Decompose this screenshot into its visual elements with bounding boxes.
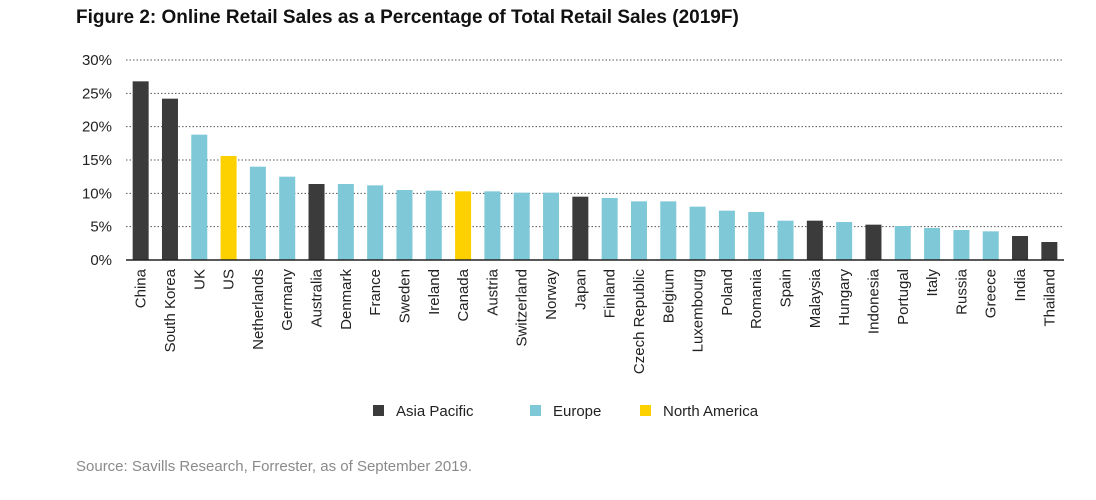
- y-tick-label: 15%: [82, 152, 112, 169]
- bar-uk: [191, 134, 208, 260]
- y-tick-label: 20%: [82, 119, 112, 136]
- x-tick-label: Belgium: [660, 269, 677, 323]
- x-tick-label: Luxembourg: [690, 269, 707, 352]
- y-tick-label: 0%: [90, 252, 112, 269]
- bar-netherlands: [249, 166, 266, 260]
- legend-label-asia-pacific: Asia Pacific: [396, 403, 474, 420]
- x-tick-label: Poland: [719, 269, 736, 316]
- x-tick-label: Canada: [455, 268, 472, 321]
- bar-australia: [308, 184, 325, 260]
- x-tick-label: South Korea: [162, 268, 179, 352]
- bar-greece: [982, 231, 999, 260]
- legend-label-north-america: North America: [663, 403, 759, 420]
- bar-canada: [455, 191, 472, 260]
- bar-germany: [279, 176, 296, 260]
- chart-title: Figure 2: Online Retail Sales as a Perce…: [76, 7, 739, 28]
- x-tick-label: Netherlands: [250, 269, 267, 350]
- x-tick-label: France: [367, 269, 384, 316]
- legend-swatch-asia-pacific: [373, 405, 384, 416]
- legend-swatch-north-america: [640, 405, 651, 416]
- x-tick-label: UK: [191, 269, 208, 290]
- bar-belgium: [660, 201, 677, 260]
- x-tick-label: Indonesia: [865, 268, 882, 334]
- x-tick-label: Ireland: [426, 269, 443, 315]
- bar-luxembourg: [689, 206, 706, 260]
- y-axis-tick-labels: 0% 5% 10% 15% 20% 25% 30%: [82, 52, 112, 269]
- bar-sweden: [396, 190, 413, 260]
- x-tick-label: Portugal: [895, 269, 912, 325]
- x-tick-label: Sweden: [396, 269, 413, 323]
- x-tick-label: China: [133, 268, 150, 308]
- x-tick-label: Italy: [924, 269, 941, 297]
- x-tick-label: Switzerland: [514, 269, 531, 347]
- bar-finland: [601, 198, 618, 260]
- bar-ireland: [425, 190, 442, 260]
- x-tick-label: Japan: [572, 269, 589, 310]
- x-tick-label: India: [1012, 268, 1029, 301]
- bar-switzerland: [513, 192, 530, 260]
- x-tick-label: Germany: [279, 269, 296, 331]
- bar-japan: [572, 196, 589, 260]
- y-tick-label: 10%: [82, 185, 112, 202]
- bar-romania: [748, 212, 765, 260]
- bar-poland: [718, 210, 735, 260]
- bars: [132, 81, 1058, 261]
- x-axis-tick-labels: China South Korea UK US Netherlands Germany Au…: [133, 268, 1059, 374]
- x-tick-label: Norway: [543, 269, 560, 320]
- x-tick-label: Greece: [983, 269, 1000, 318]
- x-tick-label: Malaysia: [807, 268, 824, 328]
- bar-india: [1012, 236, 1029, 260]
- bar-austria: [484, 191, 501, 260]
- x-tick-label: Hungary: [836, 269, 853, 326]
- bar-thailand: [1041, 242, 1058, 260]
- legend-swatch-europe: [530, 405, 541, 416]
- bar-spain: [777, 220, 794, 260]
- bar-denmark: [337, 184, 354, 260]
- bar-chart: 0% 5% 10% 15% 20% 25% 30% China South Korea UK US…: [82, 52, 1064, 420]
- x-tick-label: Czech Republic: [631, 269, 648, 375]
- bar-france: [367, 185, 384, 260]
- bar-malaysia: [806, 220, 823, 260]
- y-tick-label: 5%: [90, 219, 112, 236]
- x-tick-label: Romania: [748, 268, 765, 329]
- bar-indonesia: [865, 224, 882, 260]
- source-note: Source: Savills Research, Forrester, as …: [76, 458, 473, 475]
- y-tick-label: 25%: [82, 85, 112, 102]
- x-tick-label: Finland: [602, 269, 619, 318]
- x-tick-label: Austria: [484, 268, 501, 315]
- y-tick-label: 30%: [82, 52, 112, 69]
- bar-portugal: [894, 226, 911, 260]
- bar-china: [132, 81, 149, 260]
- legend: Asia Pacific Europe North America: [373, 403, 759, 420]
- x-tick-label: Denmark: [338, 269, 355, 330]
- bar-south-korea: [161, 98, 178, 261]
- bar-us: [220, 156, 237, 260]
- x-tick-label: US: [221, 269, 238, 290]
- bar-norway: [543, 192, 560, 260]
- x-tick-label: Spain: [778, 269, 795, 307]
- bar-italy: [924, 228, 941, 260]
- bar-czech-republic: [630, 201, 647, 260]
- gridlines: [126, 59, 1064, 228]
- legend-label-europe: Europe: [553, 403, 601, 420]
- x-tick-label: Russia: [953, 268, 970, 315]
- bar-russia: [953, 230, 970, 260]
- x-tick-label: Australia: [309, 268, 326, 327]
- x-tick-label: Thailand: [1041, 269, 1058, 327]
- bar-hungary: [836, 222, 853, 260]
